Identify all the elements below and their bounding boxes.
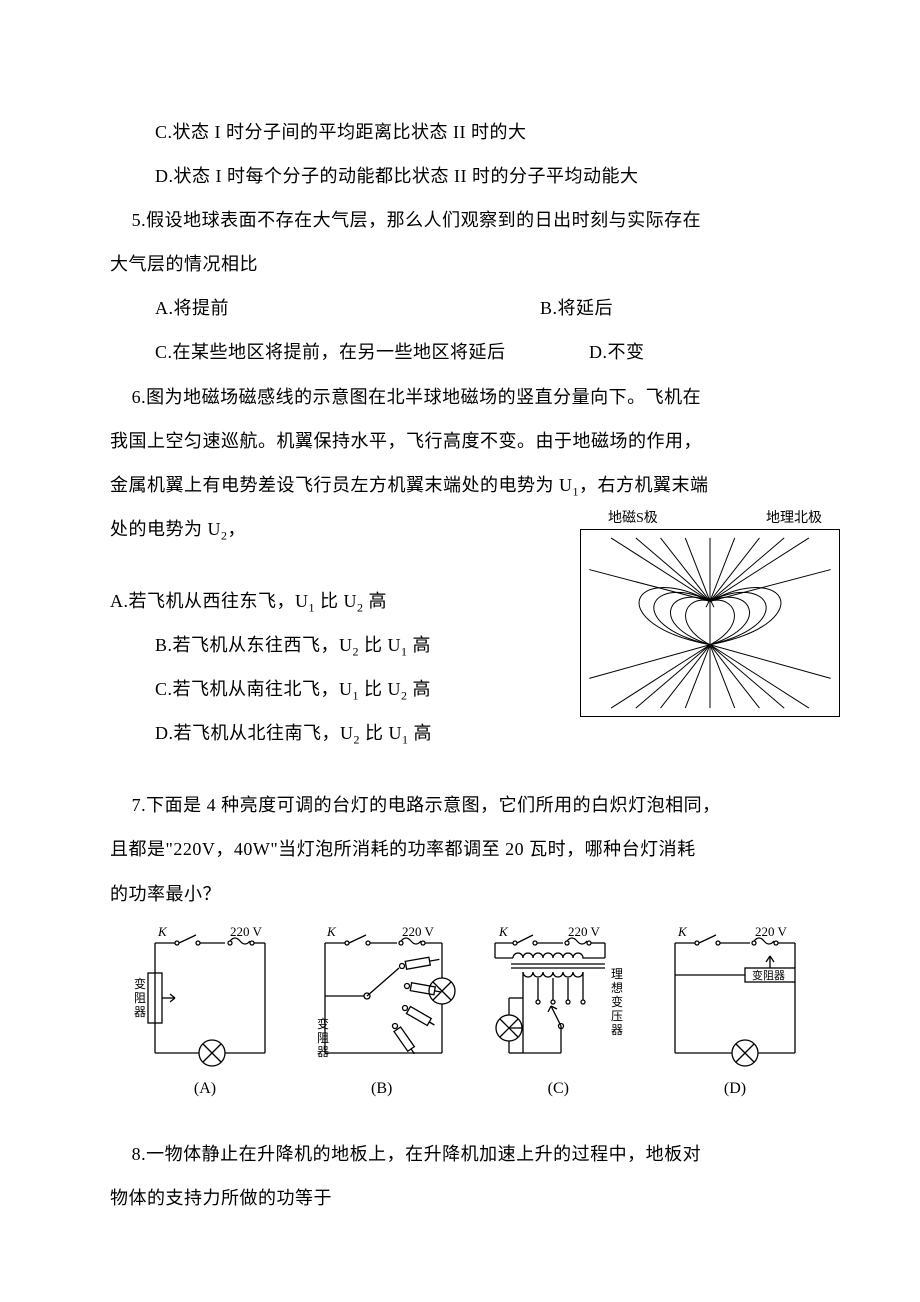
svg-text:变: 变 xyxy=(611,994,623,1009)
q7-fig-d: K 220 V 变阻器 xyxy=(660,918,810,1098)
q5-opt-a: A.将提前 xyxy=(110,286,540,330)
svg-text:阻: 阻 xyxy=(134,991,146,1005)
spacer-2 xyxy=(110,755,810,783)
svg-text:想: 想 xyxy=(611,980,623,995)
q6-c-3: 高 xyxy=(408,679,432,699)
q6-figure: 地磁S极 地理北极 xyxy=(580,507,840,717)
q6-l4b: ， xyxy=(228,519,247,539)
svg-text:器: 器 xyxy=(611,1023,623,1037)
q7-fig-c: K 220 V xyxy=(483,918,633,1098)
q5-opt-b: B.将延后 xyxy=(540,286,810,330)
svg-text:K: K xyxy=(498,924,509,939)
svg-text:220 V: 220 V xyxy=(568,924,601,939)
exam-page: C.状态 I 时分子间的平均距离比状态 II 时的大 D.状态 I 时每个分子的… xyxy=(0,0,920,1300)
q7-cap-c: (C) xyxy=(548,1080,569,1098)
q7-cap-a: (A) xyxy=(194,1080,216,1098)
svg-text:K: K xyxy=(326,924,337,939)
geomagnetic-field-icon xyxy=(581,530,839,716)
rheostat-label-a: 变 xyxy=(134,976,146,991)
svg-text:变: 变 xyxy=(317,1016,329,1031)
svg-text:K: K xyxy=(157,924,168,939)
spacer-3 xyxy=(110,1104,810,1132)
svg-text:变阻器: 变阻器 xyxy=(752,968,785,982)
q5-opt-d: D.不变 xyxy=(589,330,810,374)
q7-l2: 且都是"220V，40W"当灯泡所消耗的功率都调至 20 瓦时，哪种台灯消耗 xyxy=(110,827,810,871)
svg-text:理: 理 xyxy=(611,967,623,981)
q6-l3a: 金属机翼上有电势差设飞行员左方机翼末端处的电势为 U xyxy=(110,475,573,495)
q6-l1: 6.图为地磁场磁感线的示意图在北半球地磁场的竖直分量向下。飞机在 xyxy=(110,375,810,419)
circuit-c-icon: K 220 V xyxy=(483,918,633,1078)
q7-cap-d: (D) xyxy=(724,1080,746,1098)
q5-opt-c: C.在某些地区将提前，在另一些地区将延后 xyxy=(110,330,589,374)
circuit-b-icon: K 220 V xyxy=(307,918,457,1078)
prev-option-d: D.状态 I 时每个分子的动能都比状态 II 时的分子平均动能大 xyxy=(110,154,810,198)
svg-text:220 V: 220 V xyxy=(755,924,788,939)
q6-l3b: ，右方机翼末端 xyxy=(579,475,709,495)
svg-text:器: 器 xyxy=(317,1045,329,1059)
q6-d-1: D.若飞机从北往南飞，U xyxy=(155,723,354,743)
circuit-d-icon: K 220 V 变阻器 xyxy=(660,918,810,1078)
q6-label-right: 地理北极 xyxy=(766,507,822,527)
q6-l4a: 处的电势为 U xyxy=(110,519,221,539)
q6-a-2: 比 U xyxy=(315,591,357,611)
svg-text:压: 压 xyxy=(611,1009,623,1023)
q7-fig-b: K 220 V xyxy=(307,918,457,1098)
q5-row2: C.在某些地区将提前，在另一些地区将延后 D.不变 xyxy=(110,330,810,374)
q6-l2: 我国上空匀速巡航。机翼保持水平，飞行高度不变。由于地磁场的作用， xyxy=(110,419,810,463)
q8-l1: 8.一物体静止在升降机的地板上，在升降机加速上升的过程中，地板对 xyxy=(110,1132,810,1176)
q5-stem-l2: 大气层的情况相比 xyxy=(110,242,810,286)
q6-b-1: B.若飞机从东往西飞，U xyxy=(155,635,353,655)
prev-option-c: C.状态 I 时分子间的平均距离比状态 II 时的大 xyxy=(110,110,810,154)
svg-text:阻: 阻 xyxy=(317,1031,329,1045)
q7-l3: 的功率最小？ xyxy=(110,872,810,916)
q6-wrap: 处的电势为 U2， 地磁S极 地理北极 xyxy=(110,507,810,755)
svg-text:器: 器 xyxy=(134,1005,146,1019)
q6-d-3: 高 xyxy=(409,723,433,743)
q7-fig-a: K 220 V xyxy=(130,918,280,1098)
q6-a-3: 高 xyxy=(364,591,388,611)
q6-b-2: 比 U xyxy=(359,635,401,655)
q6-d-2: 比 U xyxy=(360,723,402,743)
q6-label-left: 地磁S极 xyxy=(608,507,658,527)
q5-row1: A.将提前 B.将延后 xyxy=(110,286,810,330)
q6-l3: 金属机翼上有电势差设飞行员左方机翼末端处的电势为 U1，右方机翼末端 xyxy=(110,463,810,507)
svg-text:220 V: 220 V xyxy=(402,924,435,939)
circuit-a-icon: K 220 V xyxy=(130,918,280,1078)
svg-text:K: K xyxy=(677,924,688,939)
q6-svg-box xyxy=(580,529,840,717)
q6-b-3: 高 xyxy=(408,635,432,655)
q6-c-2: 比 U xyxy=(359,679,401,699)
q6-c-1: C.若飞机从南往北飞，U xyxy=(155,679,353,699)
svg-text:220 V: 220 V xyxy=(230,924,263,939)
q6-a-1: A.若飞机从西往东飞，U xyxy=(110,591,309,611)
q7-figures: K 220 V xyxy=(130,918,810,1098)
q6-fig-labels: 地磁S极 地理北极 xyxy=(580,507,840,529)
q7-l1: 7.下面是 4 种亮度可调的台灯的电路示意图，它们所用的白炽灯泡相同， xyxy=(110,783,810,827)
q5-stem-l1: 5.假设地球表面不存在大气层，那么人们观察到的日出时刻与实际存在 xyxy=(110,198,810,242)
q7-cap-b: (B) xyxy=(371,1080,392,1098)
q8-l2: 物体的支持力所做的功等于 xyxy=(110,1176,810,1220)
